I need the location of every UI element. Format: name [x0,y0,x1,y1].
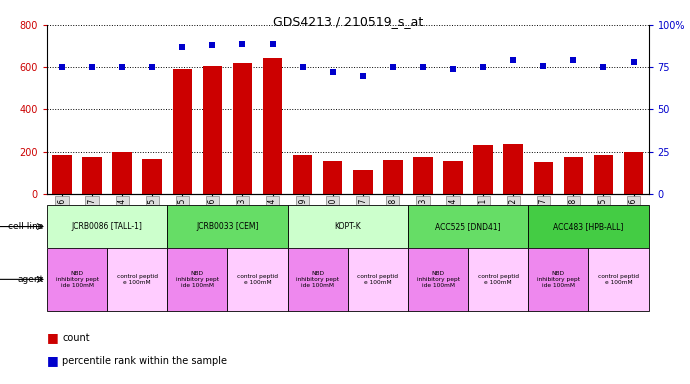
Point [267,40,278,46]
Bar [233,63,253,194]
Point [508,57,519,63]
Text: percentile rank within the sample: percentile rank within the sample [62,356,227,366]
Bar [167,248,228,311]
Bar [468,248,529,311]
Text: GDS4213 / 210519_s_at: GDS4213 / 210519_s_at [273,15,423,28]
Point [598,64,609,70]
Bar [263,58,282,194]
Bar [593,155,613,194]
Text: control peptid
e 100mM: control peptid e 100mM [477,274,519,285]
Bar [323,161,342,194]
Bar [383,160,403,194]
Point [207,42,218,48]
Bar [589,248,649,311]
Bar [172,70,192,194]
Bar [348,248,408,311]
Bar [353,170,373,194]
Bar [142,159,162,194]
Text: KOPT-K: KOPT-K [335,222,361,231]
Bar [293,155,313,194]
Bar [107,248,167,311]
Text: agent: agent [17,275,43,284]
Text: cell line: cell line [8,222,43,231]
Bar [624,152,643,194]
Bar [203,66,222,194]
Bar [228,248,288,311]
Text: ACC525 [DND41]: ACC525 [DND41] [435,222,501,231]
Text: NBD
inhibitory pept
ide 100mM: NBD inhibitory pept ide 100mM [176,271,219,288]
Bar [413,157,433,194]
Point [538,63,549,69]
Text: control peptid
e 100mM: control peptid e 100mM [598,274,639,285]
Point [417,64,428,70]
Point [327,69,338,75]
Text: control peptid
e 100mM: control peptid e 100mM [237,274,278,285]
Bar [408,248,468,311]
Point [57,64,68,70]
Point [297,64,308,70]
Bar [288,205,408,248]
Bar [167,205,288,248]
Text: NBD
inhibitory pept
ide 100mM: NBD inhibitory pept ide 100mM [537,271,580,288]
Text: JCRB0086 [TALL-1]: JCRB0086 [TALL-1] [72,222,143,231]
Point [448,66,459,72]
Bar [529,205,649,248]
Text: control peptid
e 100mM: control peptid e 100mM [357,274,398,285]
Point [568,57,579,63]
Text: ■: ■ [47,331,59,344]
Bar [47,205,167,248]
Text: JCRB0033 [CEM]: JCRB0033 [CEM] [196,222,259,231]
Point [357,73,368,79]
Bar [504,144,523,194]
Point [237,40,248,46]
Bar [443,161,463,194]
Point [147,64,158,70]
Point [117,64,128,70]
Point [628,59,639,65]
Text: NBD
inhibitory pept
ide 100mM: NBD inhibitory pept ide 100mM [55,271,99,288]
Text: ■: ■ [47,354,59,367]
Text: count: count [62,333,90,343]
Bar [47,248,107,311]
Point [387,64,398,70]
Bar [288,248,348,311]
Point [86,64,97,70]
Text: control peptid
e 100mM: control peptid e 100mM [117,274,158,285]
Bar [473,146,493,194]
Bar [564,157,583,194]
Point [177,44,188,50]
Text: NBD
inhibitory pept
ide 100mM: NBD inhibitory pept ide 100mM [296,271,339,288]
Bar [52,155,72,194]
Text: ACC483 [HPB-ALL]: ACC483 [HPB-ALL] [553,222,624,231]
Bar [529,248,589,311]
Bar [112,152,132,194]
Text: NBD
inhibitory pept
ide 100mM: NBD inhibitory pept ide 100mM [417,271,460,288]
Bar [82,157,102,194]
Bar [408,205,529,248]
Bar [533,162,553,194]
Point [477,64,489,70]
